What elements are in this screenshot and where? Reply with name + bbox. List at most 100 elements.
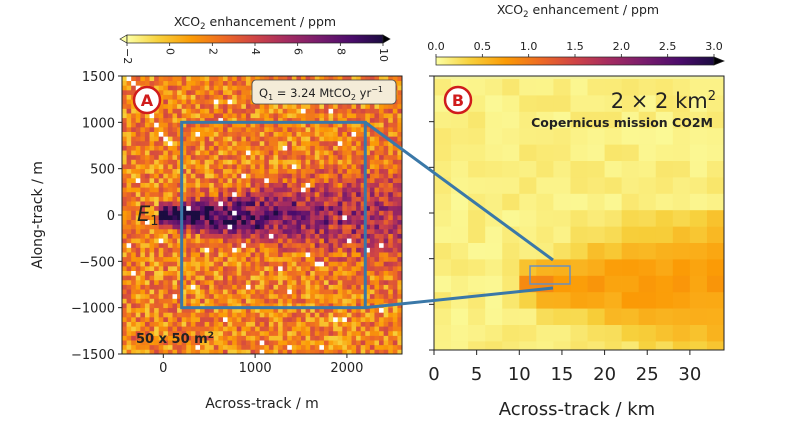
y-tick-label: −500: [79, 255, 115, 270]
heatmap-cell: [360, 219, 366, 225]
heatmap-cell: [351, 182, 357, 188]
heatmap-cell: [222, 219, 228, 225]
heatmap-cell: [342, 279, 348, 285]
heatmap-cell: [195, 150, 201, 156]
heatmap-cell: [351, 191, 357, 197]
heatmap-cell: [672, 226, 691, 244]
heatmap-cell: [278, 154, 284, 160]
heatmap-cell: [250, 215, 256, 221]
heatmap-cell: [126, 298, 132, 304]
heatmap-cell: [259, 159, 265, 165]
heatmap-cell: [227, 177, 233, 183]
heatmap-cell: [264, 113, 270, 119]
heatmap-cell: [374, 159, 380, 165]
heatmap-cell: [392, 224, 398, 230]
heatmap-cell: [222, 89, 228, 95]
heatmap-cell: [374, 164, 380, 170]
heatmap-cell: [379, 275, 385, 281]
heatmap-cell: [149, 303, 155, 309]
heatmap-cell: [369, 108, 375, 114]
heatmap-cell: [135, 293, 141, 299]
heatmap-cell: [356, 279, 362, 285]
heatmap-cell: [333, 117, 339, 123]
heatmap-cell: [195, 312, 201, 318]
heatmap-cell: [131, 108, 137, 114]
heatmap-cell: [621, 341, 640, 350]
heatmap-cell: [131, 261, 137, 267]
heatmap-cell: [126, 89, 132, 95]
heatmap-cell: [638, 161, 657, 178]
heatmap-cell: [213, 182, 219, 188]
heatmap-cell: [323, 219, 329, 225]
heatmap-cell: [172, 275, 178, 281]
heatmap-cell: [287, 321, 293, 327]
heatmap-cell: [131, 340, 137, 346]
heatmap-cell: [356, 187, 362, 193]
heatmap-cell: [200, 122, 206, 128]
heatmap-cell: [689, 243, 708, 260]
heatmap-cell: [186, 85, 192, 91]
heatmap-cell: [278, 279, 284, 285]
heatmap-cell: [621, 275, 640, 293]
heatmap-cell: [122, 307, 127, 313]
heatmap-cell: [296, 205, 302, 211]
heatmap-cell: [383, 201, 389, 207]
heatmap-cell: [672, 243, 691, 260]
heatmap-cell: [282, 340, 288, 346]
heatmap-cell: [149, 330, 155, 336]
heatmap-cell: [204, 89, 210, 95]
heatmap-cell: [144, 136, 150, 142]
heatmap-cell: [621, 193, 640, 211]
heatmap-cell: [434, 259, 452, 277]
heatmap-cell: [209, 164, 215, 170]
heatmap-cell: [236, 89, 242, 95]
heatmap-cell: [333, 275, 339, 281]
heatmap-cell: [158, 215, 164, 221]
heatmap-cell: [236, 187, 242, 193]
heatmap-cell: [502, 95, 520, 113]
heatmap-cell: [346, 316, 352, 322]
heatmap-cell: [149, 242, 155, 248]
heatmap-cell: [149, 265, 155, 271]
heatmap-cell: [158, 275, 164, 281]
heatmap-cell: [319, 224, 325, 230]
heatmap-cell: [273, 344, 279, 350]
heatmap-cell: [287, 113, 293, 119]
heatmap-cell: [227, 210, 233, 216]
heatmap-cell: [236, 150, 242, 156]
heatmap-cell: [356, 117, 362, 123]
heatmap-cell: [342, 210, 348, 216]
heatmap-cell: [154, 344, 160, 350]
heatmap-cell: [287, 284, 293, 290]
heatmap-cell: [204, 117, 210, 123]
heatmap-cell: [570, 210, 588, 227]
heatmap-cell: [392, 275, 398, 281]
heatmap-cell: [323, 330, 329, 336]
heatmap-cell: [195, 293, 201, 299]
heatmap-cell: [323, 122, 329, 128]
heatmap-cell: [379, 344, 385, 350]
heatmap-cell: [250, 164, 256, 170]
heatmap-cell: [172, 219, 178, 225]
heatmap-cell: [241, 252, 247, 258]
heatmap-cell: [144, 275, 150, 281]
heatmap-cell: [301, 177, 307, 183]
heatmap-cell: [204, 196, 210, 202]
heatmap-cell: [434, 210, 452, 227]
heatmap-cell: [158, 150, 164, 156]
heatmap-cell: [222, 293, 228, 299]
heatmap-cell: [314, 242, 320, 248]
heatmap-cell: [351, 270, 357, 276]
heatmap-cell: [177, 99, 183, 105]
heatmap-cell: [227, 99, 233, 105]
heatmap-cell: [218, 312, 224, 318]
heatmap-cell: [291, 233, 297, 239]
heatmap-cell: [706, 341, 724, 350]
heatmap-cell: [451, 210, 469, 227]
heatmap-cell: [397, 196, 402, 202]
heatmap-cell: [296, 196, 302, 202]
heatmap-cell: [278, 191, 284, 197]
heatmap-cell: [689, 292, 708, 309]
heatmap-cell: [351, 122, 357, 128]
heatmap-cell: [158, 205, 164, 211]
